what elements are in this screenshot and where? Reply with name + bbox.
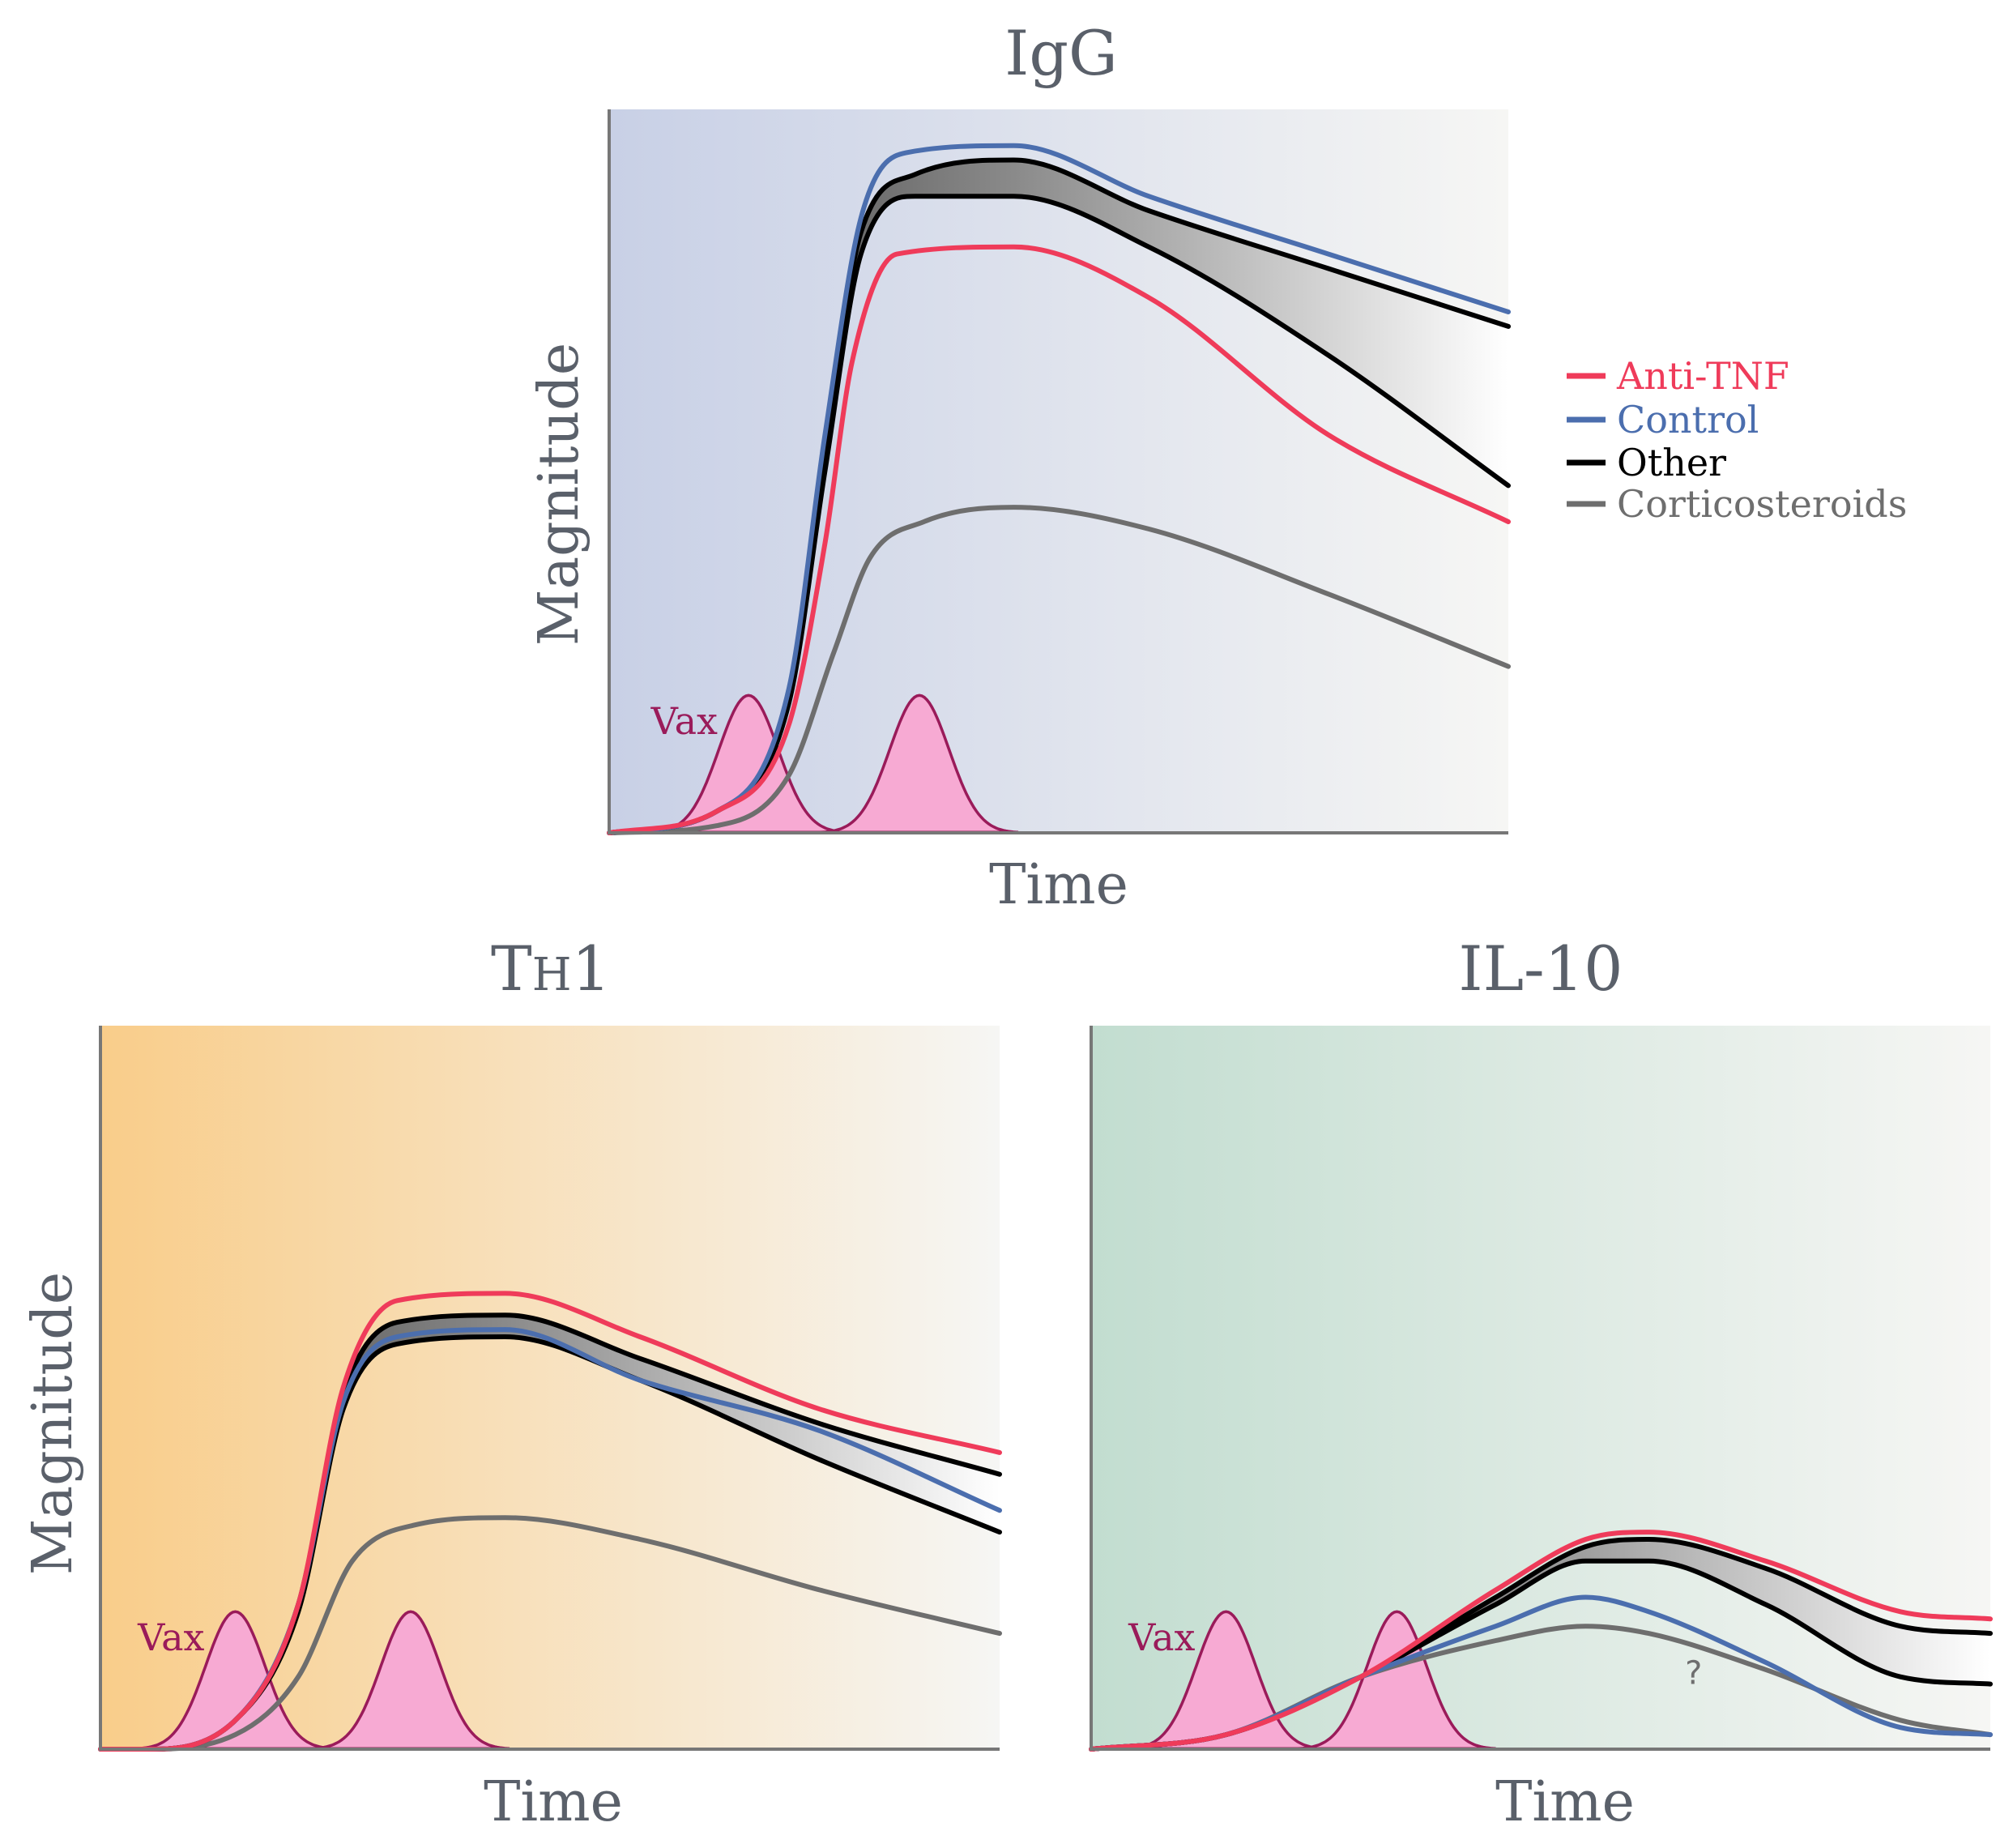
legend-label-other: Other — [1617, 441, 1726, 484]
il10-other-band — [1091, 1539, 1990, 1749]
igg-vax-peak-2 — [820, 694, 1019, 834]
th1-x-axis-label: Time — [484, 1770, 623, 1834]
th1-plot-area: Vax — [98, 1291, 1002, 1752]
igg-vax-peak-1 — [649, 694, 848, 834]
th1-y-axis-label: Magnitude — [21, 1272, 85, 1575]
il10-annotation: ? — [1685, 1655, 1702, 1692]
igg-line-control — [607, 143, 1511, 835]
th1-title: TH1 — [491, 933, 611, 1005]
legend-label-anti-tnf: Anti-TNF — [1616, 354, 1789, 398]
th1-title-tail: 1 — [572, 933, 611, 1005]
th1-vax-peak-1 — [136, 1610, 335, 1751]
il10-title: IL-10 — [1459, 933, 1623, 1005]
il10-line-anti-tnf — [1089, 1530, 1993, 1752]
th1-title-subscript: H — [532, 949, 572, 1001]
legend: Anti-TNF Control Other Corticosteroids — [1567, 354, 1907, 526]
legend-label-corticosteroids: Corticosteroids — [1617, 482, 1907, 526]
panel-il10: IL-10 Vax? Time — [1089, 933, 1993, 1834]
th1-vax-peak-2 — [311, 1610, 510, 1751]
igg-axes — [608, 109, 1508, 834]
igg-plot-area: Vax — [607, 143, 1511, 835]
il10-vax-peak-1 — [1127, 1610, 1325, 1751]
legend-label-control: Control — [1617, 398, 1759, 442]
th1-other-band — [100, 1315, 1000, 1749]
igg-line-corticosteroids — [607, 505, 1511, 835]
il10-vax-label: Vax — [1128, 1615, 1195, 1659]
il10-vax-peak-2 — [1298, 1610, 1496, 1751]
th1-vax-label: Vax — [137, 1615, 204, 1659]
igg-title: IgG — [1004, 17, 1117, 89]
th1-axes — [99, 1026, 1000, 1751]
il10-axes — [1090, 1026, 1990, 1751]
th1-title-main: T — [491, 933, 532, 1005]
th1-line-corticosteroids — [98, 1515, 1002, 1752]
igg-line-anti-tnf — [607, 244, 1511, 835]
th1-line-anti-tnf — [98, 1291, 1002, 1752]
igg-vax-label: Vax — [650, 699, 718, 743]
il10-x-axis-label: Time — [1495, 1770, 1635, 1834]
il10-plot-area: Vax? — [1089, 1530, 1993, 1752]
igg-y-axis-label: Magnitude — [527, 343, 591, 646]
igg-x-axis-label: Time — [989, 853, 1128, 917]
panel-igg: IgG Vax Time Magnitude — [527, 17, 1511, 917]
panel-th1: TH1 Vax Time Magnitude — [21, 933, 1002, 1834]
